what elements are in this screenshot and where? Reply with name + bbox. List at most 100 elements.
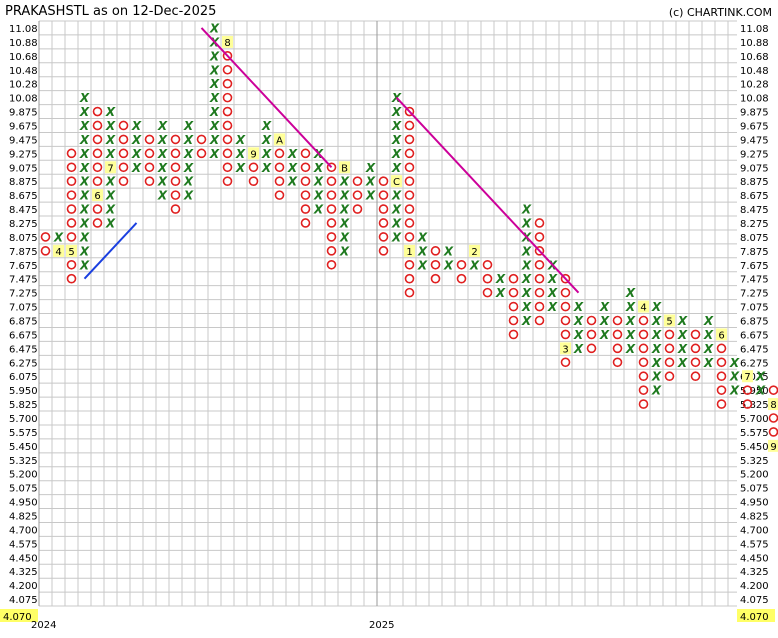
- o-symbol: [482, 259, 493, 270]
- o-symbol: [560, 287, 571, 298]
- o-symbol: [716, 357, 727, 368]
- price-label-left: 7.475: [9, 275, 38, 286]
- x-symbol: X: [79, 91, 90, 105]
- o-symbol: [144, 134, 155, 145]
- o-symbol: [638, 315, 649, 326]
- month-marker-bg: [222, 35, 233, 48]
- o-symbol: [92, 176, 103, 186]
- o-symbol: [326, 218, 337, 228]
- o-symbol: [248, 176, 259, 186]
- x-symbol: X: [651, 300, 662, 314]
- month-marker-bg: [53, 244, 64, 257]
- o-symbol: [534, 259, 545, 270]
- o-symbol: [170, 176, 181, 186]
- x-symbol: X: [443, 258, 454, 272]
- x-symbol: X: [157, 147, 168, 161]
- o-symbol: [664, 371, 675, 382]
- o-symbol: [430, 259, 441, 270]
- o-symbol: [378, 190, 389, 200]
- o-symbol: [248, 162, 259, 173]
- x-symbol: X: [157, 133, 168, 147]
- x-symbol: X: [651, 314, 662, 328]
- price-label-right: 9.075: [740, 163, 769, 174]
- o-symbol: [482, 287, 493, 298]
- o-symbol: [404, 106, 415, 117]
- x-symbol: X: [521, 300, 532, 314]
- o-symbol: [300, 162, 311, 173]
- o-symbol: [586, 343, 597, 354]
- x-symbol: X: [391, 105, 402, 119]
- price-label-right: 7.275: [740, 289, 769, 300]
- o-symbol: [534, 301, 545, 312]
- x-symbol: X: [703, 356, 714, 370]
- support-trendline: [83, 222, 138, 280]
- price-label-left: 6.075: [9, 372, 38, 383]
- o-symbol: [768, 427, 778, 437]
- x-symbol: X: [209, 133, 220, 147]
- x-symbol: X: [391, 203, 402, 217]
- month-marker-bg: [105, 161, 116, 174]
- x-symbol: X: [105, 203, 116, 217]
- x-symbol: X: [729, 370, 740, 384]
- price-label-right: 6.275: [740, 358, 769, 369]
- o-symbol: [196, 148, 207, 159]
- price-label-right: 4.200: [740, 581, 769, 592]
- price-label-left: 9.275: [9, 149, 38, 160]
- x-symbol: X: [79, 133, 90, 147]
- x-symbol: X: [209, 105, 220, 119]
- x-symbol: X: [339, 216, 350, 230]
- x-symbol: X: [79, 244, 90, 258]
- price-label-right: 5.825: [740, 400, 769, 411]
- o-symbol: [274, 162, 285, 173]
- o-symbol: [118, 134, 129, 145]
- price-label-right: 8.475: [740, 205, 769, 216]
- o-symbol: [378, 218, 389, 228]
- price-label-right: 11.08: [740, 24, 769, 35]
- x-symbol: X: [651, 384, 662, 398]
- x-symbol: X: [625, 342, 636, 356]
- o-symbol: [560, 315, 571, 326]
- x-symbol: X: [677, 356, 688, 370]
- x-symbol: X: [573, 300, 584, 314]
- x-symbol: X: [677, 342, 688, 356]
- x-symbol: X: [521, 272, 532, 286]
- x-symbol: X: [339, 244, 350, 258]
- price-label-right: 4.325: [740, 567, 769, 578]
- o-symbol: [716, 343, 727, 354]
- x-symbol: X: [755, 370, 766, 384]
- x-symbol: X: [209, 63, 220, 77]
- x-symbol: X: [261, 119, 272, 133]
- month-marker: C: [393, 177, 400, 188]
- x-symbol: X: [547, 272, 558, 286]
- month-marker: 7: [107, 163, 113, 174]
- x-symbol: X: [157, 175, 168, 189]
- o-symbol: [222, 148, 233, 159]
- o-symbol: [92, 162, 103, 173]
- price-label-right: 4.700: [740, 525, 769, 536]
- x-symbol: X: [625, 328, 636, 342]
- price-label-right: 10.88: [740, 38, 769, 49]
- price-label-right: 5.575: [740, 428, 769, 439]
- o-symbol: [326, 232, 337, 242]
- o-symbol: [92, 204, 103, 214]
- o-symbol: [378, 232, 389, 242]
- x-symbol: X: [391, 161, 402, 175]
- price-label-left: 10.68: [9, 52, 38, 63]
- price-label-left: 10.48: [9, 66, 38, 77]
- o-symbol: [456, 273, 467, 284]
- o-symbol: [404, 218, 415, 228]
- o-symbol: [560, 357, 571, 368]
- x-symbol: X: [573, 342, 584, 356]
- month-marker-bg: [716, 328, 727, 341]
- month-marker-bg: [768, 398, 778, 411]
- o-symbol: [222, 64, 233, 75]
- month-marker-bg: [339, 161, 350, 174]
- x-symbol: X: [599, 328, 610, 342]
- chart-title: PRAKASHSTL as on 12-Dec-2025: [5, 4, 217, 19]
- x-symbol: X: [339, 175, 350, 189]
- month-marker: 4: [55, 247, 61, 258]
- o-symbol: [300, 176, 311, 186]
- o-symbol: [274, 176, 285, 186]
- o-symbol: [742, 385, 753, 395]
- o-symbol: [274, 148, 285, 159]
